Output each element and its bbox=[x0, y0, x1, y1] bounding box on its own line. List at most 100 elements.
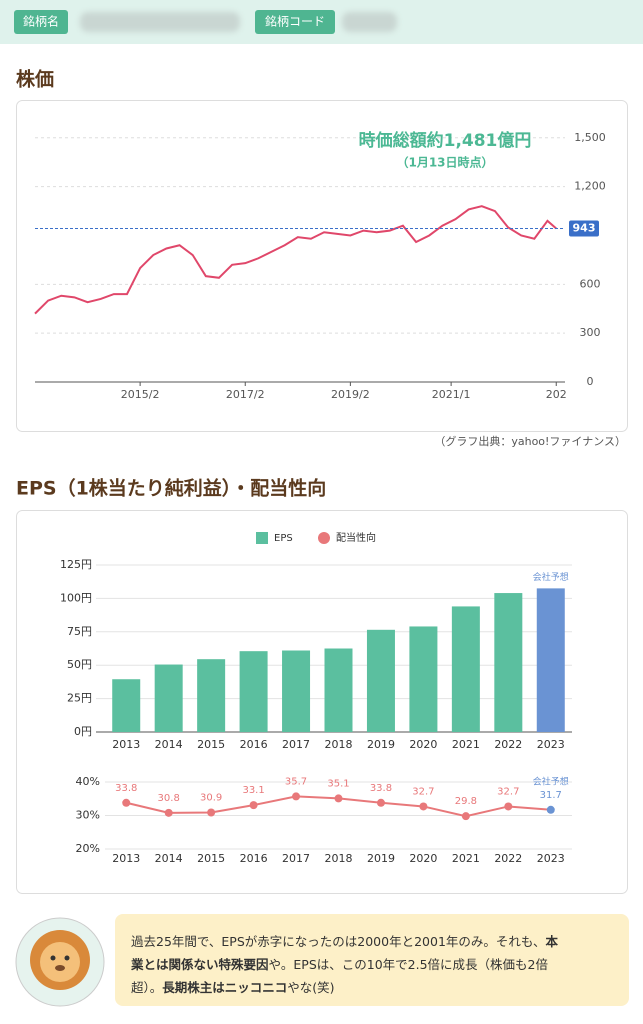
x-tick-label: 2019/2 bbox=[331, 388, 370, 401]
x-tick-label: 2014 bbox=[155, 738, 183, 751]
x-tick-label: 2022 bbox=[494, 852, 522, 865]
x-tick-label: 2015 bbox=[197, 852, 225, 865]
bar bbox=[282, 650, 311, 732]
comment-text: 業とは関係ない特殊要因 bbox=[130, 957, 269, 972]
y-tick-label: 40% bbox=[76, 775, 100, 788]
x-tick-label: 2018 bbox=[325, 738, 353, 751]
point bbox=[207, 808, 216, 817]
value-label: 29.8 bbox=[455, 796, 477, 807]
y-tick-label: 0 bbox=[587, 375, 594, 388]
value-label: 33.8 bbox=[370, 783, 392, 794]
legend-label: 配当性向 bbox=[336, 531, 376, 544]
value-label: 35.1 bbox=[327, 778, 349, 789]
y-tick-label: 1,200 bbox=[574, 180, 606, 193]
blurred-name bbox=[80, 12, 240, 32]
price-badge-label: 943 bbox=[573, 221, 596, 234]
point bbox=[334, 794, 343, 803]
price-badge bbox=[569, 220, 599, 237]
label: 銘柄コード bbox=[265, 14, 325, 29]
x-tick-label: 2021 bbox=[452, 738, 480, 751]
point bbox=[376, 798, 385, 807]
bar bbox=[112, 679, 141, 732]
comment-text: 本 bbox=[546, 934, 559, 949]
x-tick-label: 2016 bbox=[240, 738, 268, 751]
x-tick-label: 2022 bbox=[494, 738, 522, 751]
forecast-label: 会社予想 bbox=[533, 775, 569, 787]
x-tick-label: 202 bbox=[546, 388, 567, 401]
x-tick-label: 2015 bbox=[197, 738, 225, 751]
x-tick-label: 2013 bbox=[112, 852, 140, 865]
value-label: 33.8 bbox=[115, 783, 137, 794]
point bbox=[249, 801, 258, 810]
x-tick-label: 2013 bbox=[112, 738, 140, 751]
comment-text: や。EPSは、この10年で2.5倍に成長（株価も2倍 bbox=[269, 957, 548, 972]
point bbox=[164, 808, 173, 817]
comment-text: 過去25年間で、EPSが赤字になったのは2000年と2001年のみ。それも、 bbox=[131, 934, 546, 949]
x-tick-label: 2021/1 bbox=[432, 388, 471, 401]
bar bbox=[197, 659, 226, 732]
point bbox=[461, 812, 470, 821]
label-box bbox=[14, 10, 68, 34]
blurred-code bbox=[342, 12, 397, 32]
x-tick-label: 2023 bbox=[537, 738, 565, 751]
y-tick-label: 30% bbox=[76, 809, 100, 822]
bar bbox=[494, 593, 523, 732]
lion-face bbox=[40, 942, 80, 982]
comment-line: 過去25年間で、EPSが赤字になったのは2000年と2001年のみ。それも、本 bbox=[131, 934, 559, 949]
annotation: 時価総額約1,481億円 bbox=[359, 130, 532, 151]
bar bbox=[324, 648, 353, 732]
eye bbox=[64, 955, 70, 961]
y-tick-label: 20% bbox=[76, 842, 100, 855]
legend-label: EPS bbox=[274, 533, 293, 544]
point bbox=[122, 798, 131, 807]
x-tick-label: 2014 bbox=[155, 852, 183, 865]
y-tick-label: 1,500 bbox=[574, 131, 606, 144]
card bbox=[16, 510, 628, 894]
value-label: 35.7 bbox=[285, 776, 307, 787]
comment-text: 長期株主はニッコニコ bbox=[162, 980, 287, 995]
y-tick-label: 100円 bbox=[60, 591, 92, 604]
x-tick-label: 2021 bbox=[452, 852, 480, 865]
y-tick-label: 50円 bbox=[67, 658, 92, 671]
x-tick-label: 2023 bbox=[537, 852, 565, 865]
value-label: 33.1 bbox=[242, 785, 264, 796]
label: 銘柄名 bbox=[23, 14, 59, 29]
x-tick-label: 2020 bbox=[409, 852, 437, 865]
y-tick-label: 0円 bbox=[74, 725, 92, 738]
y-tick-label: 600 bbox=[580, 277, 601, 290]
point bbox=[419, 802, 428, 811]
comment-line: 業とは関係ない特殊要因や。EPSは、この10年で2.5倍に成長（株価も2倍 bbox=[130, 957, 548, 972]
x-tick-label: 2019 bbox=[367, 852, 395, 865]
eye bbox=[50, 955, 56, 961]
bar bbox=[536, 588, 565, 732]
price-line bbox=[34, 205, 557, 315]
section-title: 株価 bbox=[16, 68, 54, 91]
y-tick-label: 300 bbox=[580, 326, 601, 339]
section-title: EPS（1株当たり純利益）・配当性向 bbox=[16, 477, 326, 500]
x-tick-label: 2016 bbox=[240, 852, 268, 865]
x-tick-label: 2017/2 bbox=[226, 388, 265, 401]
nose bbox=[55, 965, 65, 971]
y-tick-label: 125円 bbox=[60, 558, 92, 571]
forecast-label: 会社予想 bbox=[533, 571, 569, 583]
comment-text: 超）。 bbox=[131, 980, 162, 995]
bar bbox=[239, 651, 268, 732]
bar bbox=[154, 664, 183, 732]
comment-box bbox=[115, 914, 629, 1006]
point bbox=[546, 805, 555, 814]
legend-swatch bbox=[318, 532, 330, 544]
bar bbox=[366, 629, 395, 732]
y-tick-label: 25円 bbox=[67, 692, 92, 705]
value-label: 32.7 bbox=[412, 786, 434, 797]
comment-line: 超）。長期株主はニッコニコやな(笑) bbox=[131, 980, 335, 995]
y-tick-label: 75円 bbox=[67, 625, 92, 638]
x-tick-label: 2019 bbox=[367, 738, 395, 751]
x-tick-label: 2017 bbox=[282, 738, 310, 751]
x-tick-label: 2017 bbox=[282, 852, 310, 865]
value-label: 30.8 bbox=[158, 793, 180, 804]
source: （グラフ出典：yahoo!ファイナンス） bbox=[434, 434, 626, 448]
bar bbox=[409, 626, 438, 732]
value-label: 30.9 bbox=[200, 792, 222, 803]
